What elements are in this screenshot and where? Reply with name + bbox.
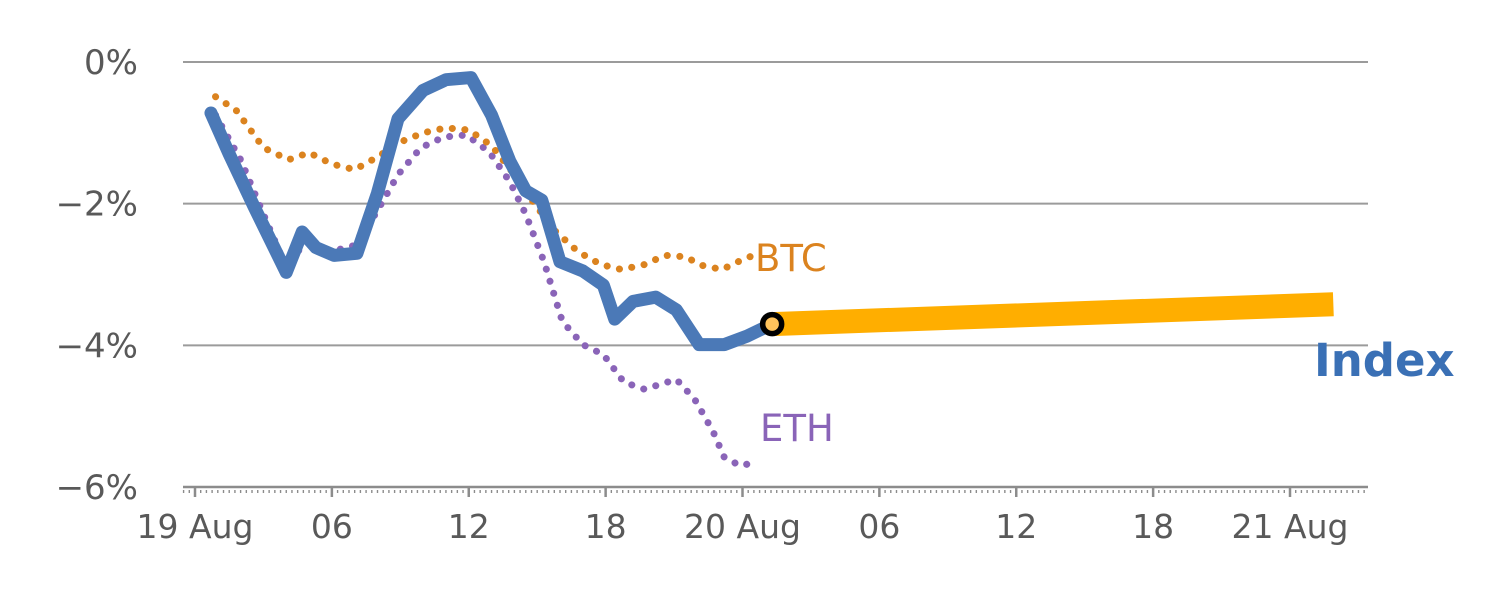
index-extension-band	[771, 292, 1334, 337]
x-tick-label: 20 Aug	[684, 507, 801, 546]
x-tick-label: 18	[1132, 507, 1174, 546]
x-tick-label: 06	[311, 507, 353, 546]
x-tick-label: 12	[995, 507, 1037, 546]
eth-series-label: ETH	[760, 407, 834, 450]
y-tick-label: −4%	[56, 326, 138, 366]
x-tick-label: 06	[858, 507, 900, 546]
current-point-marker	[759, 311, 785, 337]
series-index-line	[204, 71, 779, 352]
x-tick-label: 12	[448, 507, 490, 546]
y-tick-label: 0%	[84, 43, 138, 83]
y-tick-label: −6%	[56, 468, 138, 508]
x-tick-label: 18	[585, 507, 627, 546]
x-tick-label: 19 Aug	[137, 507, 254, 546]
series-eth-line	[212, 111, 760, 470]
x-tick-label: 21 Aug	[1232, 507, 1349, 546]
index-series-label: Index	[1314, 334, 1455, 387]
y-tick-label: −2%	[56, 185, 138, 225]
btc-series-label: BTC	[755, 237, 827, 280]
